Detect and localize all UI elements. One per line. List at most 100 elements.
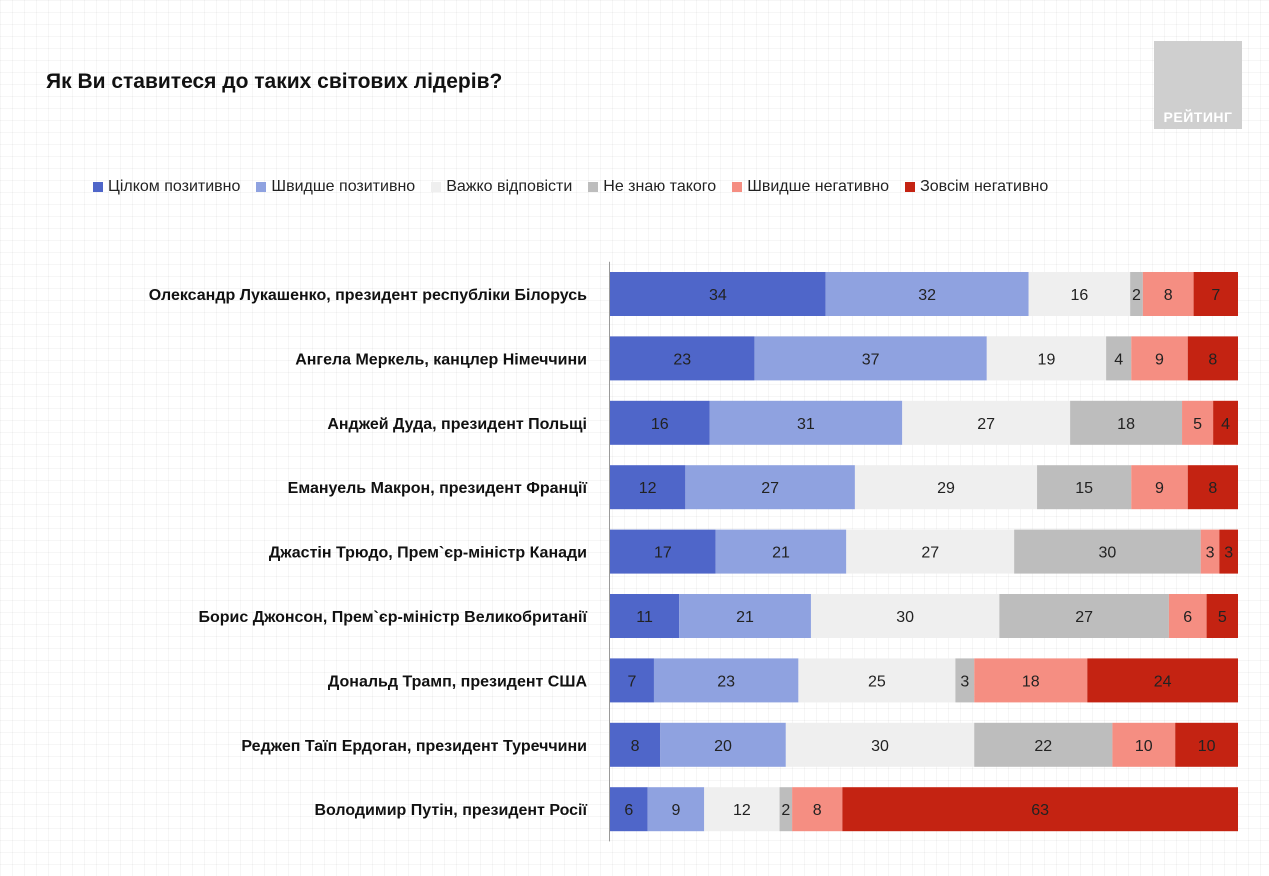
data-label: 27 [977,416,995,433]
data-label: 63 [1031,802,1049,819]
data-label: 10 [1198,738,1216,755]
legend-label: Важко відповісти [446,178,573,195]
bar-segment [685,465,855,510]
rating-logo: РЕЙТИНГ [1154,41,1242,129]
bar-segment [647,787,705,832]
data-label: 8 [1208,351,1217,368]
data-label: 8 [1164,287,1173,304]
bar-segment [986,336,1107,381]
bar-segment [1131,336,1188,381]
bar-segment [660,722,786,767]
data-label: 4 [1221,416,1230,433]
bar-segment [792,787,843,832]
bar-segment [798,658,956,703]
bar-segment [854,465,1038,510]
category-label: Ангела Меркель, канцлер Німеччини [295,351,587,368]
data-label: 11 [636,609,653,626]
bar-segment [709,400,903,445]
data-label: 8 [813,802,822,819]
data-label: 9 [1155,351,1164,368]
bar-segment [785,722,975,767]
bar-segment [902,400,1071,445]
bar-segment [1112,722,1176,767]
data-label: 10 [1135,738,1153,755]
bar-segment [610,529,716,574]
data-label: 9 [1155,480,1164,497]
legend: Цілком позитивно Швидше позитивно Важко ві… [93,176,1064,198]
data-label: 9 [671,802,680,819]
legend-item: Зовсім негативно [905,178,1048,196]
legend-label: Зовсім негативно [920,178,1049,195]
bar-segment [1070,400,1183,445]
data-label: 32 [918,287,936,304]
bar-segment [704,787,780,832]
data-label: 19 [1038,351,1056,368]
bar-segment [1037,465,1132,510]
bar-segment [846,529,1015,574]
data-label: 16 [1071,287,1089,304]
data-label: 3 [1206,545,1215,562]
bar-segment [810,594,1000,638]
bar-segment [999,594,1169,638]
bar-segment [1028,272,1131,316]
bar-segment [1200,529,1220,574]
bar-segment [1219,529,1238,574]
category-label: Дональд Трамп, президент США [328,673,588,690]
bar-segment [715,529,847,574]
legend-swatch [732,182,743,192]
logo-text: РЕЙТИНГ [1163,109,1233,125]
data-label: 27 [921,545,939,562]
bar-segment [1187,465,1238,510]
legend-item: Швидше позитивно [256,178,415,196]
bar-segment [610,400,710,445]
legend-item: Цілком позитивно [93,178,240,196]
bar-segment [610,594,680,638]
bar-segment [1175,722,1238,767]
legend-swatch [93,182,103,192]
data-label: 30 [896,609,914,626]
bar-segment [1213,400,1238,445]
legend-item: Швидше негативно [732,178,889,196]
data-label: 22 [1034,738,1052,755]
bar-segment [1014,529,1201,574]
bar-segment [1182,400,1214,445]
bar-segment [610,658,654,703]
bar-segment [1206,594,1238,638]
bar-segment [610,465,686,510]
legend-label: Цілком позитивно [108,178,241,195]
category-label: Володимир Путін, президент Росії [314,802,587,819]
data-label: 17 [654,545,672,562]
category-label: Реджеп Таїп Ердоган, президент Туреччини [241,738,587,755]
bar-segment [610,336,755,381]
data-label: 3 [960,673,969,690]
category-label: Емануель Макрон, президент Франції [288,480,588,497]
data-label: 27 [761,480,779,497]
bar-segment [1142,272,1194,316]
bar-segment [1130,272,1143,316]
bar-segment [679,594,811,638]
bar-segment [974,658,1088,703]
data-label: 16 [651,416,669,433]
legend-swatch [905,182,916,192]
bar-segment [974,722,1113,767]
data-label: 21 [772,545,790,562]
data-label: 24 [1154,673,1172,690]
data-label: 8 [1208,480,1217,497]
data-label: 29 [937,480,955,497]
data-label: 3 [1224,545,1233,562]
data-label: 21 [736,609,754,626]
category-label: Анджей Дуда, президент Польщі [327,416,587,433]
data-label: 15 [1075,480,1093,497]
category-label: Джастін Трюдо, Прем`єр-міністр Канади [269,545,587,562]
data-label: 30 [1099,545,1117,562]
legend-label: Швидше позитивно [271,178,416,195]
data-label: 2 [781,802,790,819]
bar-segment [610,787,648,832]
data-label: 6 [1183,609,1192,626]
legend-swatch [256,182,267,192]
data-label: 18 [1117,416,1135,433]
data-label: 18 [1022,673,1040,690]
bar-segment [1193,272,1238,316]
bar-segment [1106,336,1132,381]
data-label: 5 [1218,609,1227,626]
